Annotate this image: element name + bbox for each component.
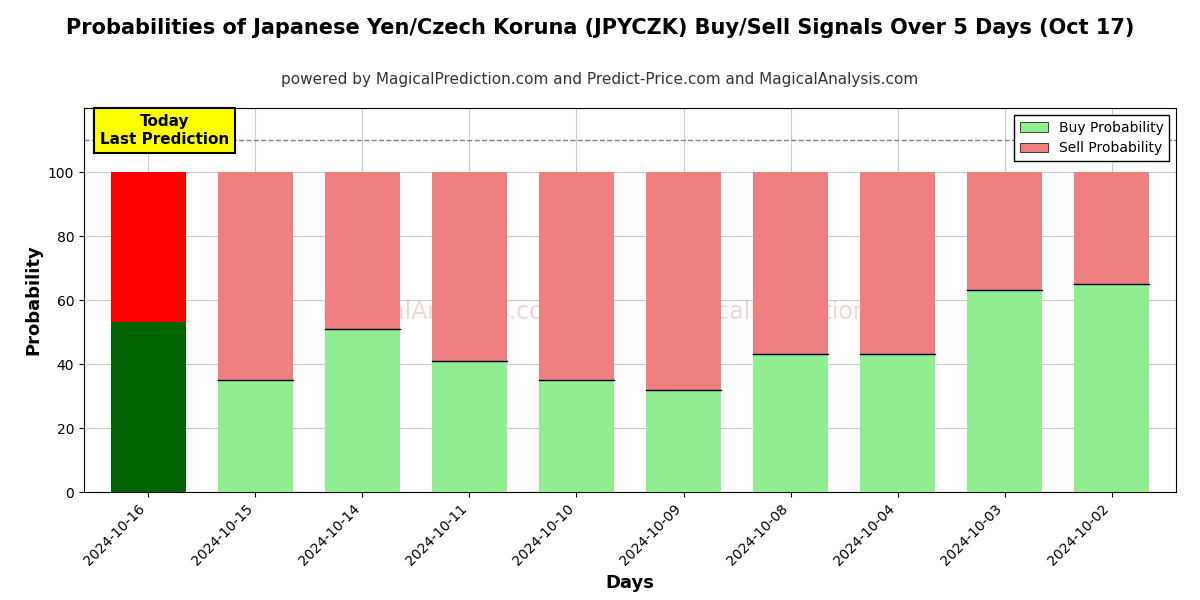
Bar [110, 172, 186, 322]
Bar [967, 290, 1042, 492]
X-axis label: Days: Days [606, 574, 654, 592]
Legend: Buy Probability, Sell Probability: Buy Probability, Sell Probability [1014, 115, 1169, 161]
Bar [432, 361, 506, 492]
Bar [110, 322, 186, 492]
Bar [218, 380, 293, 492]
Bar [1074, 172, 1150, 284]
Bar [860, 172, 935, 355]
Text: MagicalPrediction.com: MagicalPrediction.com [661, 299, 926, 323]
Bar [646, 172, 721, 389]
Bar [325, 329, 400, 492]
Bar [967, 172, 1042, 290]
Text: MagicalAnalysis.com: MagicalAnalysis.com [322, 299, 568, 323]
Bar [218, 172, 293, 380]
Y-axis label: Probability: Probability [24, 245, 42, 355]
Text: powered by MagicalPrediction.com and Predict-Price.com and MagicalAnalysis.com: powered by MagicalPrediction.com and Pre… [281, 72, 919, 87]
Text: Probabilities of Japanese Yen/Czech Koruna (JPYCZK) Buy/Sell Signals Over 5 Days: Probabilities of Japanese Yen/Czech Koru… [66, 18, 1134, 38]
Bar [539, 380, 614, 492]
Bar [754, 355, 828, 492]
Bar [325, 172, 400, 329]
Bar [432, 172, 506, 361]
Bar [860, 355, 935, 492]
Bar [539, 172, 614, 380]
Text: Today
Last Prediction: Today Last Prediction [100, 114, 229, 146]
Bar [754, 172, 828, 355]
Bar [646, 389, 721, 492]
Bar [1074, 284, 1150, 492]
